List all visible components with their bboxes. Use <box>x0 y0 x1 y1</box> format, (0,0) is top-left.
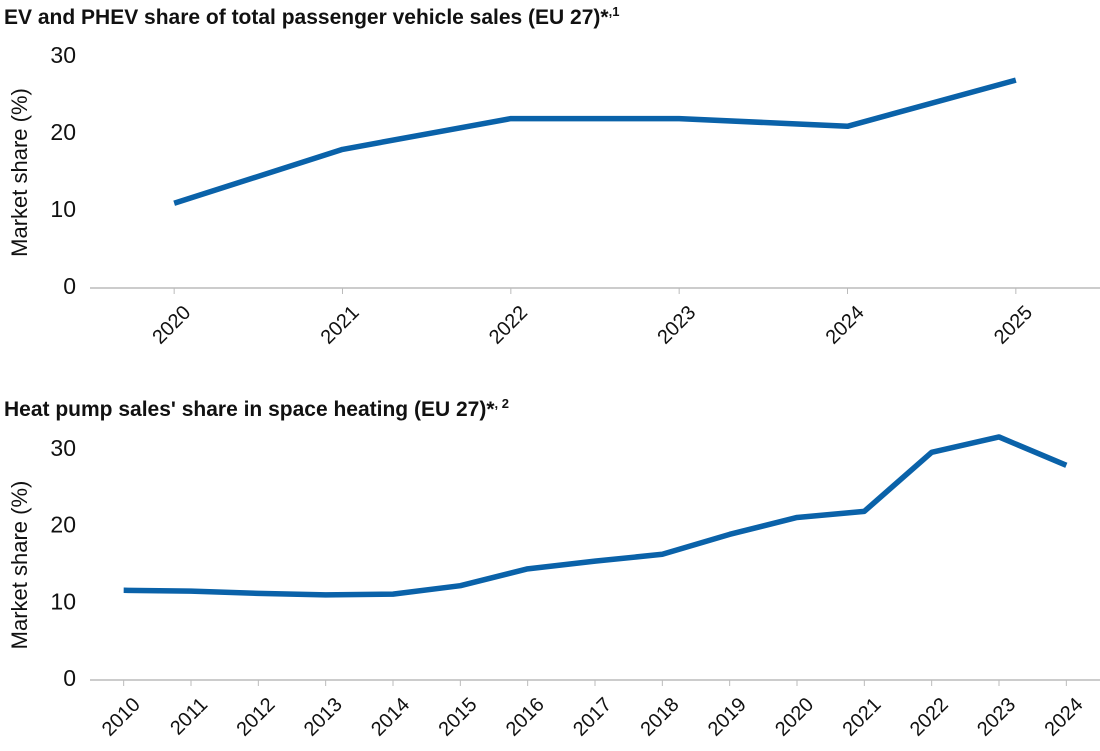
chart: EV and PHEV share of total passenger veh… <box>4 4 1100 349</box>
chart-title: EV and PHEV share of total passenger veh… <box>4 4 619 29</box>
chart-title-superscript: ,1 <box>609 4 620 19</box>
y-tick-label: 0 <box>63 273 76 299</box>
y-tick-label: 30 <box>50 42 76 68</box>
x-tick-label: 2023 <box>653 302 700 349</box>
y-tick-label: 20 <box>50 512 76 538</box>
y-tick-label: 10 <box>50 196 76 222</box>
x-tick-label: 2018 <box>636 694 683 741</box>
x-tick-label: 2010 <box>98 694 145 741</box>
data-line <box>123 434 1068 598</box>
x-tick-label: 2024 <box>1040 694 1087 741</box>
x-tick-label: 2025 <box>990 302 1037 349</box>
x-tick-label: 2015 <box>434 694 481 741</box>
chart-title-superscript: , 2 <box>495 396 509 411</box>
x-tick-label: 2013 <box>300 694 347 741</box>
chart-title-text: Heat pump sales' share in space heating … <box>4 398 495 421</box>
x-tick-label: 2021 <box>317 302 364 349</box>
y-axis-label: Market share (%) <box>7 481 32 650</box>
x-tick-label: 2014 <box>367 694 414 741</box>
y-tick-label: 20 <box>50 119 76 145</box>
x-tick-label: 2022 <box>906 694 953 741</box>
x-tick-label: 2024 <box>822 302 869 349</box>
x-tick-label: 2020 <box>771 694 818 741</box>
x-tick-label: 2022 <box>485 302 532 349</box>
x-tick-label: 2012 <box>232 694 279 741</box>
x-tick-label: 2020 <box>148 302 195 349</box>
data-line <box>173 77 1017 206</box>
x-tick-label: 2023 <box>973 694 1020 741</box>
chart-title-text: EV and PHEV share of total passenger veh… <box>4 6 609 29</box>
y-tick-label: 10 <box>50 588 76 614</box>
x-tick-label: 2019 <box>704 694 751 741</box>
x-tick-label: 2016 <box>502 694 549 741</box>
x-tick-label: 2021 <box>838 694 885 741</box>
y-axis-label: Market share (%) <box>7 88 32 257</box>
chart-title: Heat pump sales' share in space heating … <box>4 396 509 421</box>
x-tick-label: 2017 <box>569 694 616 741</box>
y-tick-label: 30 <box>50 435 76 461</box>
chart: Heat pump sales' share in space heating … <box>4 396 1100 741</box>
x-tick-label: 2011 <box>166 694 212 740</box>
y-tick-label: 0 <box>63 665 76 691</box>
